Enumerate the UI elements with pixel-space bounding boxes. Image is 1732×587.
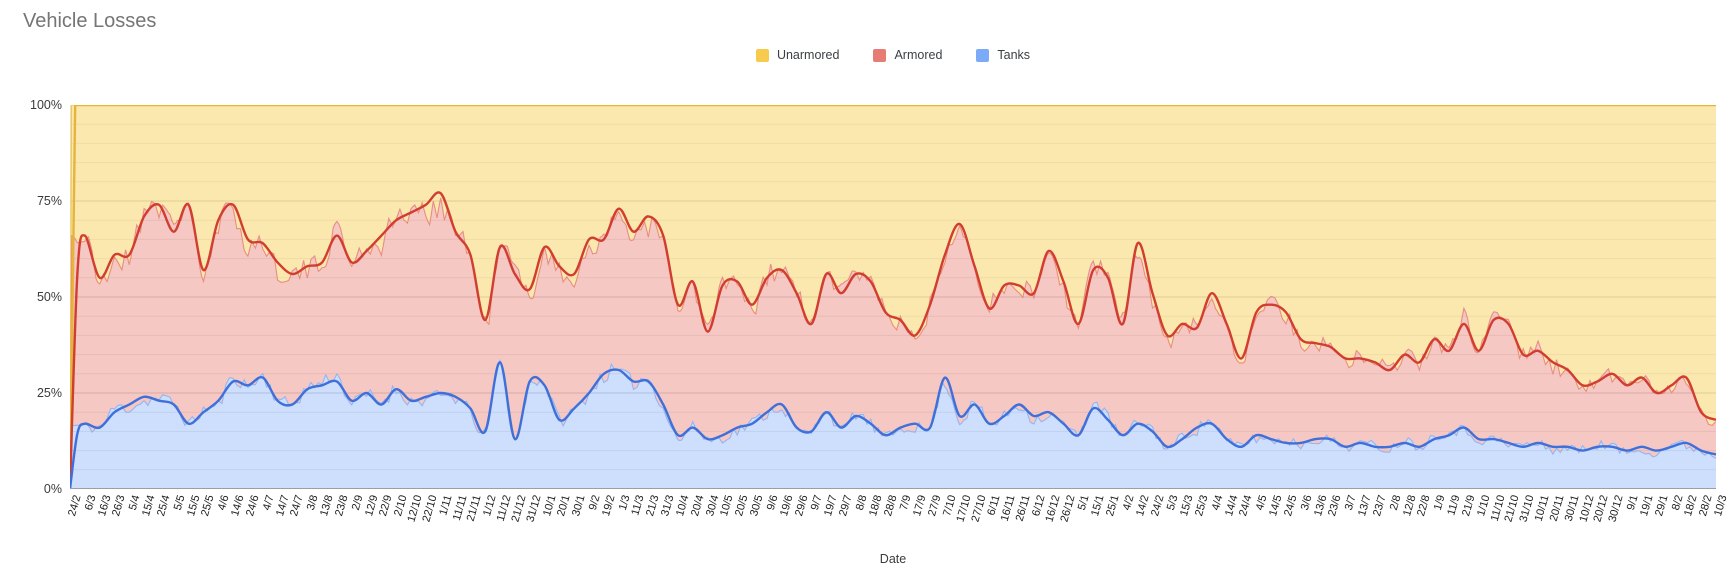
- chart-canvas: [68, 103, 1717, 490]
- legend-item-tanks[interactable]: Tanks: [976, 48, 1030, 62]
- x-axis-label: 25/3: [1193, 493, 1211, 518]
- y-axis-label: 25%: [36, 386, 62, 400]
- x-axis-label: 25/1: [1104, 493, 1122, 518]
- x-axis-label: 10/3: [1712, 493, 1730, 518]
- y-axis-label: 100%: [30, 98, 62, 112]
- x-axis-label: 5/5: [171, 493, 188, 512]
- y-axis-label: 0%: [43, 482, 62, 496]
- armored-trend-line: [68, 191, 1717, 490]
- x-axis-label: 26/11: [1013, 493, 1033, 523]
- x-axis-label: 2/8: [1387, 493, 1404, 512]
- y-axis-label: 50%: [36, 290, 62, 304]
- x-axis-label: 19/2: [599, 493, 618, 518]
- unarmored-area: [70, 105, 1716, 489]
- y-axis-label: 75%: [36, 194, 62, 208]
- x-axis-label: 23/8: [333, 493, 351, 518]
- x-axis-label: 29/7: [837, 493, 855, 518]
- x-axis-label: 24/5: [1282, 493, 1300, 518]
- x-axis-label: 24/4: [1237, 493, 1256, 518]
- legend-item-unarmored[interactable]: Unarmored: [755, 48, 840, 62]
- x-axis-label: 24/7: [288, 493, 306, 518]
- legend-label: Armored: [894, 48, 943, 62]
- x-axis-label: 29/6: [792, 493, 811, 518]
- x-axis-label: 30/1: [570, 493, 588, 518]
- chart-title: Vehicle Losses: [23, 10, 157, 32]
- x-axis-label: 4/2: [1120, 493, 1137, 512]
- chart-legend: Unarmored Armored Tanks: [70, 48, 1716, 62]
- x-axis-label: 6/3: [82, 493, 99, 512]
- x-axis-label: 9/2: [586, 493, 603, 512]
- legend-item-armored[interactable]: Armored: [873, 48, 942, 62]
- x-axis-label: 25/5: [199, 493, 218, 518]
- x-axis-label: 22/8: [1415, 493, 1433, 518]
- x-axis-label: 26/3: [110, 493, 129, 518]
- legend-label: Unarmored: [776, 48, 840, 62]
- armored-area: [70, 197, 1716, 489]
- x-axis-label: 4/7: [260, 493, 277, 512]
- tanks-raw-line: [69, 358, 1717, 490]
- x-axis-label: 2/9: [349, 493, 366, 512]
- tanks-area: [70, 360, 1716, 489]
- tanks-trend-line: [68, 361, 1717, 490]
- stacked-area-plot: [68, 103, 1717, 490]
- x-axis-label: 30/5: [748, 493, 766, 518]
- legend-label: Tanks: [997, 48, 1031, 62]
- x-axis-label: 9/6: [764, 493, 781, 512]
- tanks-swatch-icon: [976, 48, 990, 62]
- x-axis-label: 28/8: [881, 493, 900, 518]
- x-axis-label: 23/7: [1371, 493, 1389, 518]
- armored-swatch-icon: [873, 48, 887, 62]
- x-axis-title: Date: [879, 552, 907, 566]
- x-axis-label: 24/2: [1148, 493, 1167, 518]
- x-axis-label: 30/12: [1606, 493, 1626, 524]
- x-axis-label: 23/6: [1326, 493, 1345, 518]
- x-axis-label: 24/2: [66, 493, 84, 518]
- x-axis-label: 4/4: [1209, 493, 1226, 512]
- unarmored-swatch-icon: [755, 48, 769, 62]
- unarmored-trend-line: [68, 103, 1716, 490]
- x-axis-label: 24/6: [244, 493, 262, 518]
- x-axis-label: 25/4: [155, 493, 173, 518]
- x-axis-label: 29/1: [1652, 493, 1671, 518]
- x-axis-label: 3/6: [1298, 493, 1315, 512]
- x-axis-label: 8/8: [853, 493, 870, 512]
